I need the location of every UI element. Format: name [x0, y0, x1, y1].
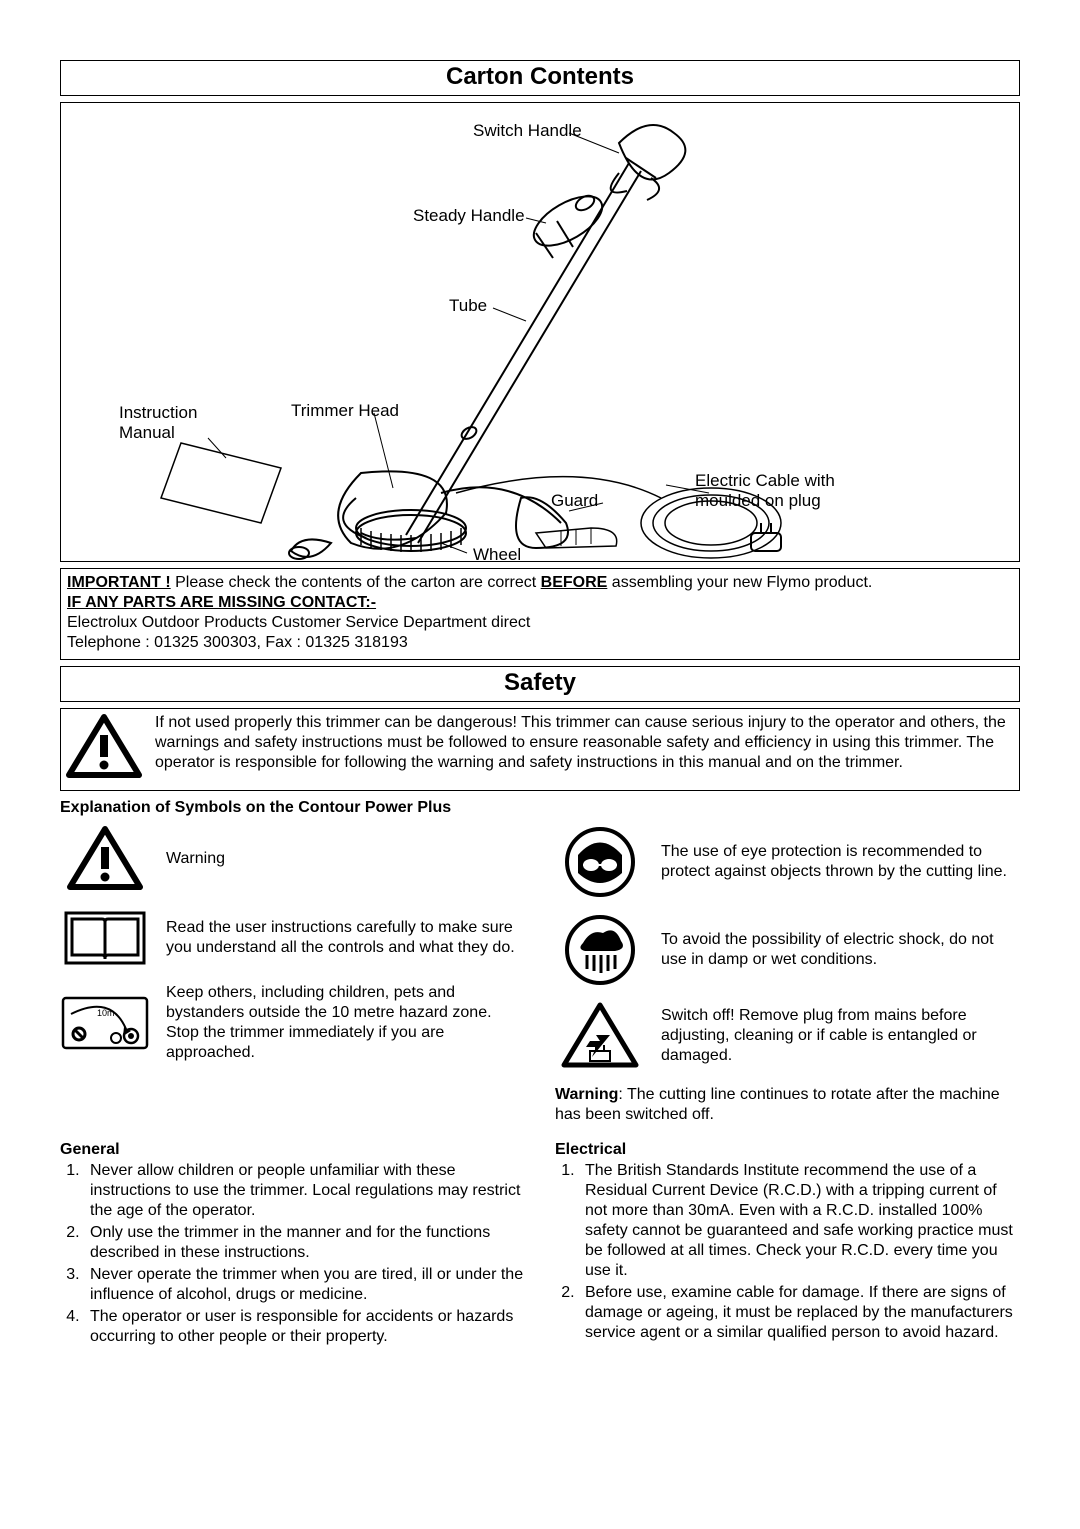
symbol-text: The use of eye protection is recommended… [661, 842, 1020, 882]
warning-triangle-icon [65, 713, 145, 786]
label-cable: Electric Cable with moulded on plug [695, 471, 835, 512]
important-label: IMPORTANT ! [67, 574, 171, 591]
keep-clear-icon: 10m [60, 996, 150, 1050]
safety-intro-box: If not used properly this trimmer can be… [60, 708, 1020, 791]
important-text1: Please check the contents of the carton … [171, 574, 541, 591]
warning-extra: Warning: The cutting line continues to r… [555, 1085, 1020, 1125]
svg-text:10m: 10m [97, 1008, 115, 1018]
symbol-row: Read the user instructions carefully to … [60, 907, 525, 969]
unplug-triangle-icon [555, 1001, 645, 1071]
label-steady-handle: Steady Handle [413, 206, 525, 226]
list-item: Never operate the trimmer when you are t… [84, 1265, 525, 1305]
label-trimmer-head: Trimmer Head [291, 401, 399, 421]
symbol-text: To avoid the possibility of electric sho… [661, 930, 1020, 970]
electrical-heading: Electrical [555, 1141, 1020, 1159]
symbol-row: 10m Keep others, including children, pet… [60, 983, 525, 1063]
warning-extra-text: : The cutting line continues to rotate a… [555, 1086, 1000, 1123]
label-wheel: Wheel [473, 545, 521, 565]
general-list: Never allow children or people unfamilia… [60, 1161, 525, 1347]
symbol-text: Switch off! Remove plug from mains befor… [661, 1006, 1020, 1066]
manual-book-icon [60, 907, 150, 969]
warning-triangle-icon [60, 825, 150, 893]
list-item: Only use the trimmer in the manner and f… [84, 1223, 525, 1263]
safety-title: Safety [60, 666, 1020, 702]
symbols-heading: Explanation of Symbols on the Contour Po… [60, 799, 1020, 817]
symbol-text: Warning [166, 849, 225, 869]
important-contact: IF ANY PARTS ARE MISSING CONTACT:- [67, 594, 376, 611]
symbol-row: The use of eye protection is recommended… [555, 825, 1020, 899]
symbol-row: Switch off! Remove plug from mains befor… [555, 1001, 1020, 1071]
eye-protection-icon [555, 825, 645, 899]
symbol-text: Read the user instructions carefully to … [166, 918, 525, 958]
important-before: BEFORE [541, 574, 608, 591]
important-dept: Electrolux Outdoor Products Customer Ser… [67, 613, 1013, 633]
general-heading: General [60, 1141, 525, 1159]
carton-diagram: Switch Handle Steady Handle Tube Trimmer… [60, 102, 1020, 562]
symbol-row: To avoid the possibility of electric sho… [555, 913, 1020, 987]
label-guard: Guard [551, 491, 598, 511]
list-item: Never allow children or people unfamilia… [84, 1161, 525, 1221]
label-switch-handle: Switch Handle [473, 121, 582, 141]
warning-extra-b: Warning [555, 1086, 618, 1103]
safety-intro-text: If not used properly this trimmer can be… [155, 713, 1015, 773]
list-item: The operator or user is responsible for … [84, 1307, 525, 1347]
list-item: Before use, examine cable for damage. If… [579, 1283, 1020, 1343]
symbol-row: Warning [60, 825, 525, 893]
carton-title: Carton Contents [60, 60, 1020, 96]
no-rain-icon [555, 913, 645, 987]
label-instruction-manual: Instruction Manual [119, 403, 197, 444]
label-tube: Tube [449, 296, 487, 316]
symbol-text: Keep others, including children, pets an… [166, 983, 525, 1063]
electrical-list: The British Standards Institute recommen… [555, 1161, 1020, 1343]
list-item: The British Standards Institute recommen… [579, 1161, 1020, 1281]
important-box: IMPORTANT ! Please check the contents of… [60, 568, 1020, 660]
important-text2: assembling your new Flymo product. [607, 574, 872, 591]
important-phone: Telephone : 01325 300303, Fax : 01325 31… [67, 633, 1013, 653]
